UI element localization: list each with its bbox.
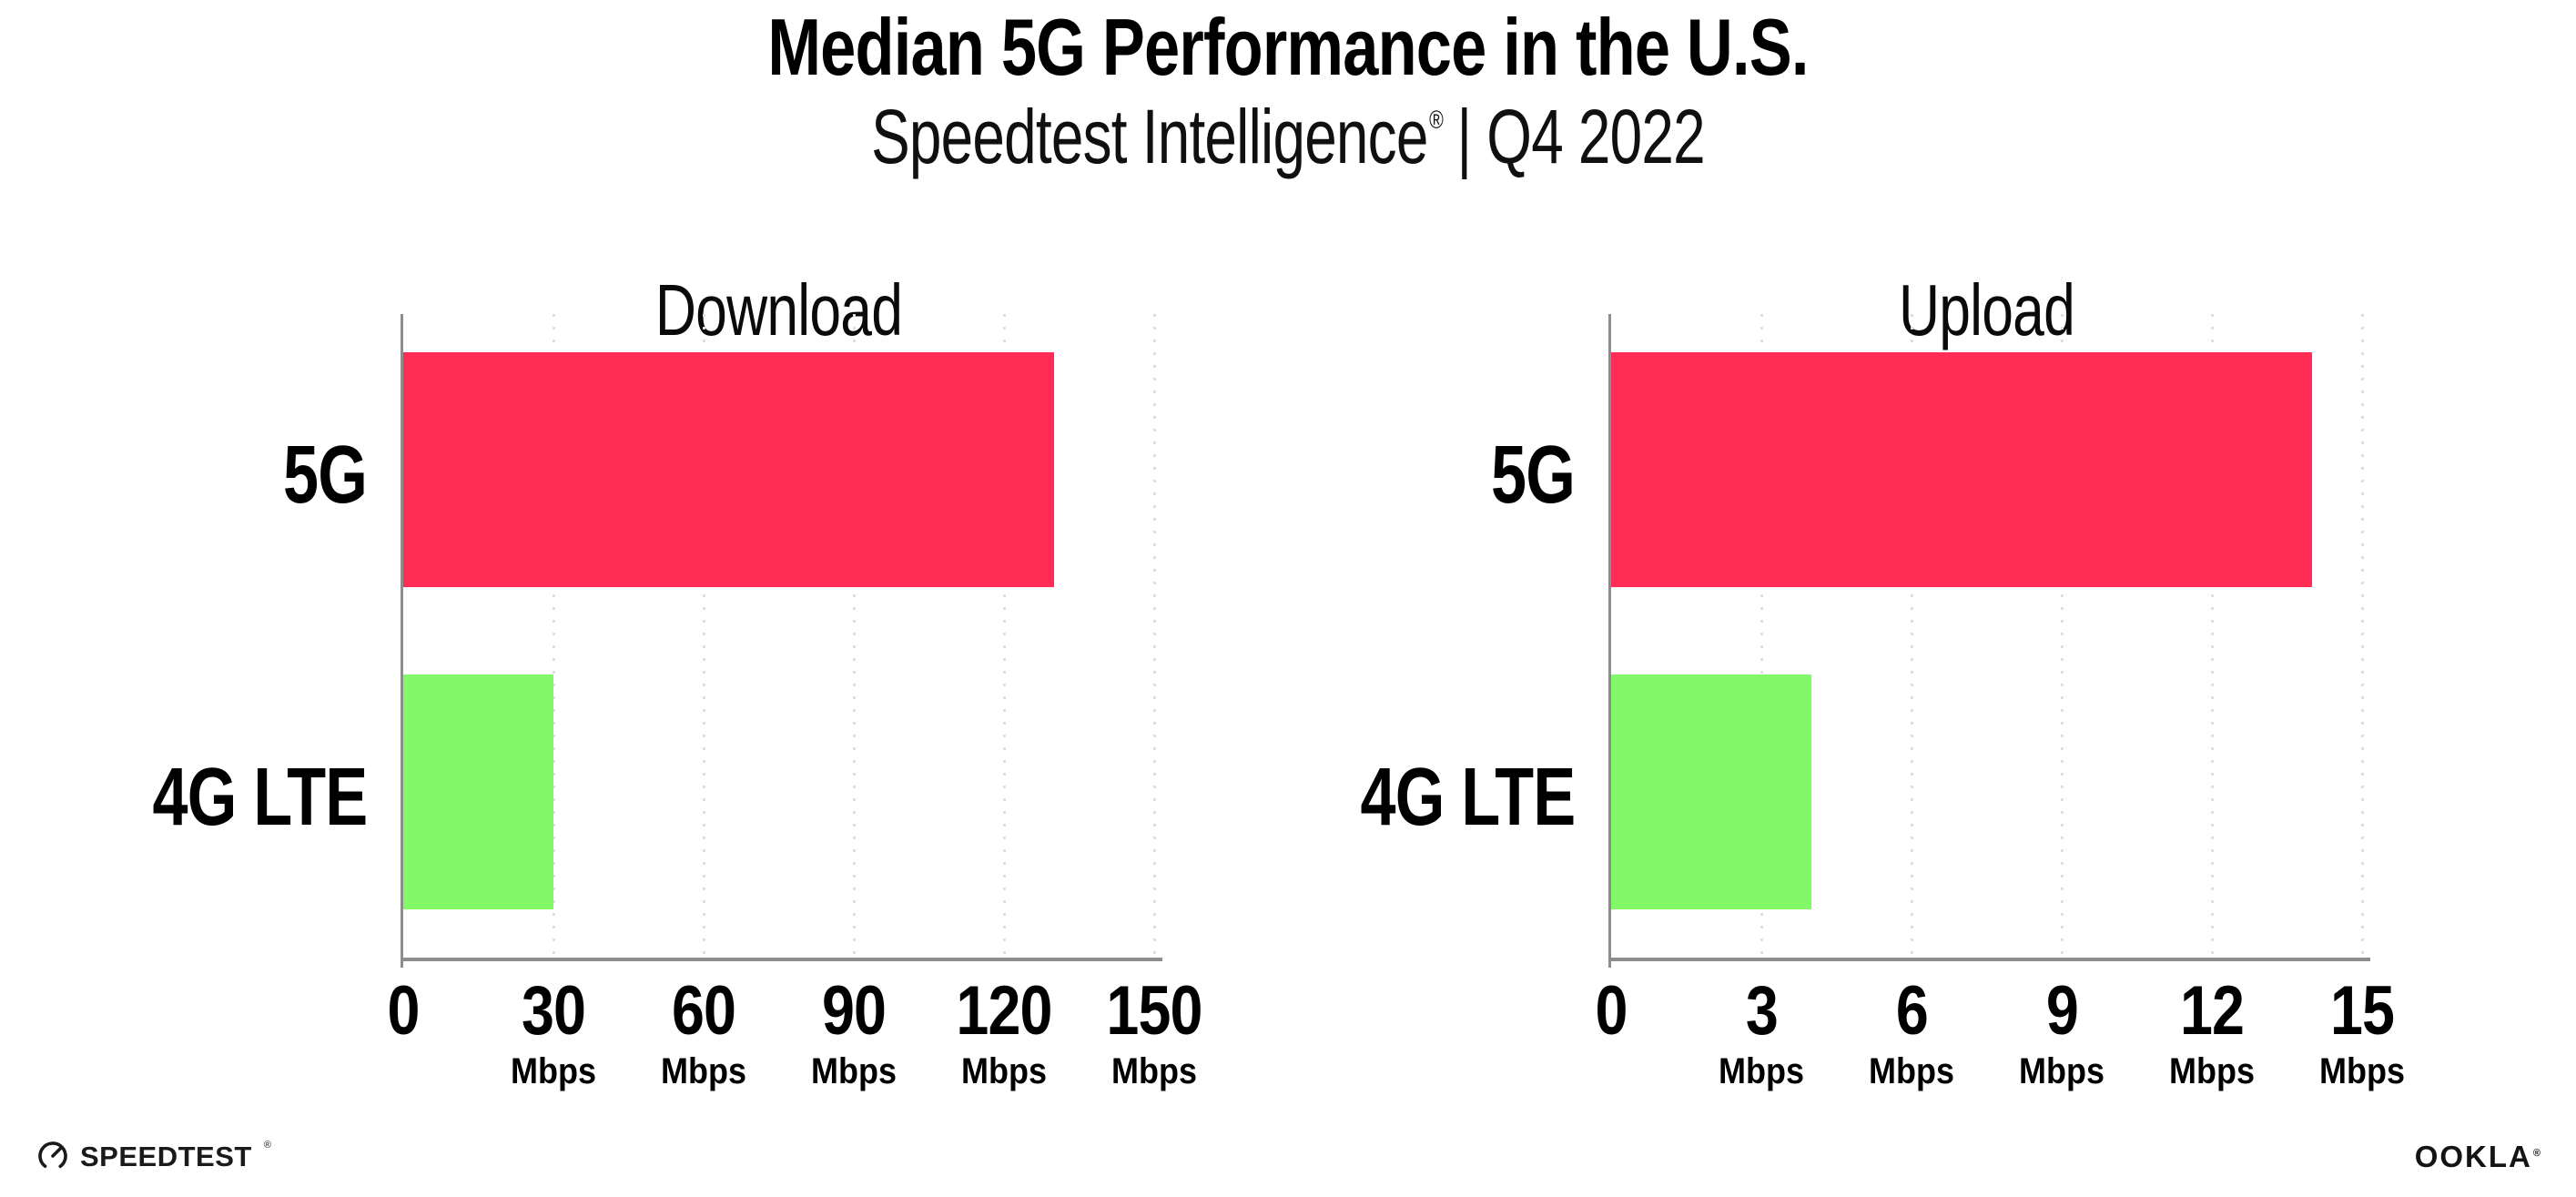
category-label-5g: 5G xyxy=(1220,314,1576,636)
ookla-wordmark: OOKLA xyxy=(2414,1140,2532,1173)
x-tick-unit: Mbps xyxy=(1111,1051,1197,1091)
registered-trademark-icon: ® xyxy=(1429,106,1444,134)
x-axis-line xyxy=(401,958,1162,961)
x-tick-unit: Mbps xyxy=(2169,1051,2255,1091)
x-tick-unit: Mbps xyxy=(961,1051,1047,1091)
category-label-4g-lte: 4G LTE xyxy=(1220,636,1576,959)
category-label-text: 5G xyxy=(1490,430,1576,521)
x-tick-unit: Mbps xyxy=(511,1051,596,1091)
x-tick-150: 150 Mbps xyxy=(1098,977,1211,1090)
category-label-text: 4G LTE xyxy=(152,752,368,843)
gridline-15 xyxy=(2361,314,2364,959)
x-tick-value: 12 xyxy=(2179,972,2245,1050)
x-tick-unit: Mbps xyxy=(811,1051,897,1091)
x-tick-unit: Mbps xyxy=(661,1051,746,1091)
upload-chart: Upload 0 3 Mbps 6 Mbps 9 Mbps 12 Mbps 15 Mbps 5G 4G … xyxy=(1360,274,2405,1090)
x-tick-30: 30 Mbps xyxy=(506,977,601,1090)
x-tick-value: 0 xyxy=(387,972,420,1050)
download-chart-title: Download xyxy=(654,269,903,351)
y-axis-line xyxy=(401,314,403,968)
registered-trademark-icon: ® xyxy=(2532,1148,2542,1159)
registered-trademark-icon: ® xyxy=(263,1140,271,1151)
page-subtitle: Speedtest Intelligence® | Q4 2022 xyxy=(309,95,2267,178)
gridline-9 xyxy=(2061,314,2064,959)
x-tick-120: 120 Mbps xyxy=(948,977,1060,1090)
x-tick-value: 30 xyxy=(521,972,586,1050)
subtitle-period: | Q4 2022 xyxy=(1441,94,1705,179)
x-tick-value: 0 xyxy=(1595,972,1628,1050)
gridline-6 xyxy=(1911,314,1913,959)
x-tick-value: 9 xyxy=(2045,972,2078,1050)
bar-4g-lte xyxy=(1611,675,1811,909)
bar-5g xyxy=(403,352,1054,587)
x-tick-value: 15 xyxy=(2329,972,2395,1050)
x-tick-unit: Mbps xyxy=(1719,1051,1804,1091)
gridline-120 xyxy=(1003,314,1006,959)
y-axis-line xyxy=(1608,314,1611,968)
x-tick-90: 90 Mbps xyxy=(806,977,901,1090)
x-tick-6: 6 Mbps xyxy=(1864,977,1959,1090)
gridline-30 xyxy=(553,314,555,959)
download-chart: Download 0 30 Mbps 60 Mbps 90 Mbps 120 Mbps 150 Mb… xyxy=(152,274,1202,1090)
x-tick-15: 15 Mbps xyxy=(2315,977,2409,1090)
category-label-5g: 5G xyxy=(12,314,368,636)
x-tick-value: 3 xyxy=(1745,972,1778,1050)
gridline-90 xyxy=(853,314,856,959)
x-tick-unit: Mbps xyxy=(1869,1051,1954,1091)
x-tick-0: 0 xyxy=(1592,977,1629,1046)
download-plot-area xyxy=(401,314,1162,968)
x-tick-9: 9 Mbps xyxy=(2014,977,2109,1090)
x-tick-value: 150 xyxy=(1106,972,1202,1050)
upload-chart-title: Upload xyxy=(1898,269,2075,351)
upload-plot-area xyxy=(1608,314,2370,968)
speedtest-wordmark: SPEEDTEST xyxy=(80,1140,252,1172)
bar-4g-lte xyxy=(403,675,553,909)
speedtest-logo: SPEEDTEST ® xyxy=(36,1140,271,1172)
x-axis-line xyxy=(1608,958,2370,961)
category-label-text: 5G xyxy=(282,430,368,521)
x-tick-value: 6 xyxy=(1895,972,1928,1050)
x-tick-unit: Mbps xyxy=(2319,1051,2405,1091)
ookla-logo: OOKLA® xyxy=(2415,1141,2541,1172)
category-label-4g-lte: 4G LTE xyxy=(12,636,368,959)
x-tick-unit: Mbps xyxy=(2019,1051,2104,1091)
x-tick-60: 60 Mbps xyxy=(656,977,751,1090)
x-tick-value: 120 xyxy=(956,972,1052,1050)
category-label-text: 4G LTE xyxy=(1360,752,1576,843)
gridline-150 xyxy=(1153,314,1156,959)
bar-5g xyxy=(1611,352,2312,587)
subtitle-brand: Speedtest Intelligence xyxy=(871,94,1428,179)
gridline-3 xyxy=(1760,314,1763,959)
x-tick-12: 12 Mbps xyxy=(2165,977,2259,1090)
gridline-60 xyxy=(703,314,705,959)
x-tick-value: 60 xyxy=(671,972,736,1050)
page-title: Median 5G Performance in the U.S. xyxy=(767,2,1809,92)
x-tick-3: 3 Mbps xyxy=(1714,977,1809,1090)
speedtest-gauge-icon xyxy=(38,1141,67,1171)
x-tick-0: 0 xyxy=(384,977,421,1046)
gridline-12 xyxy=(2211,314,2214,959)
x-tick-value: 90 xyxy=(821,972,887,1050)
